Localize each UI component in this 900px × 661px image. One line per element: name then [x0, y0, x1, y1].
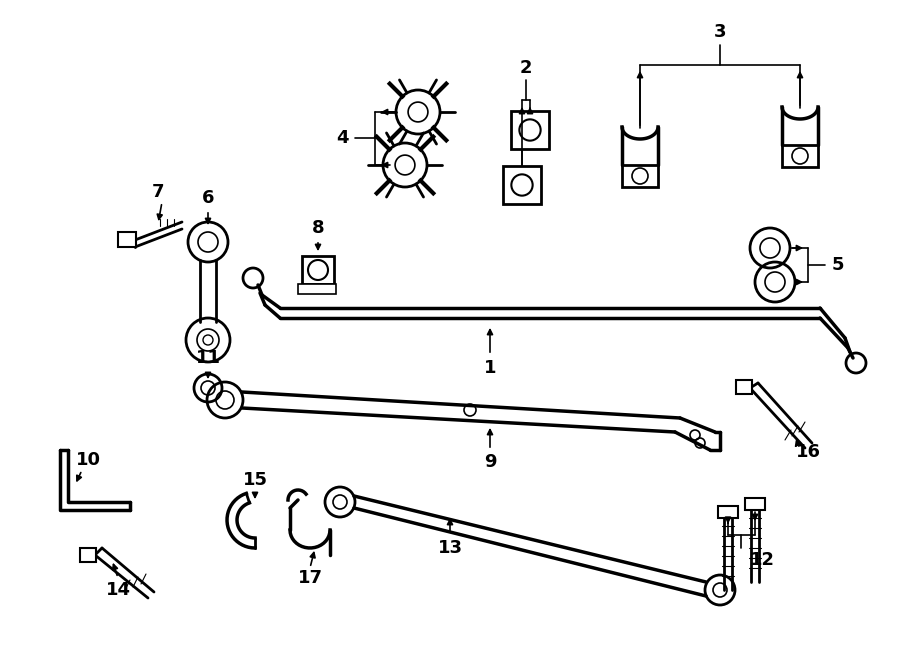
Bar — [782, 145, 818, 167]
Bar — [298, 284, 336, 294]
Bar — [302, 256, 334, 284]
Text: 12: 12 — [750, 551, 775, 569]
Text: 15: 15 — [242, 471, 267, 489]
Text: 5: 5 — [832, 256, 844, 274]
Text: 16: 16 — [796, 443, 821, 461]
Bar — [503, 166, 541, 204]
Bar — [80, 548, 96, 562]
Bar — [118, 232, 136, 247]
Bar — [745, 498, 765, 510]
Text: 8: 8 — [311, 219, 324, 237]
Bar — [718, 506, 738, 518]
Text: 6: 6 — [202, 189, 214, 207]
Text: 4: 4 — [336, 129, 348, 147]
Bar — [511, 111, 549, 149]
Bar — [736, 380, 752, 394]
Text: 17: 17 — [298, 569, 322, 587]
Text: 9: 9 — [484, 453, 496, 471]
Text: 3: 3 — [714, 23, 726, 41]
Text: 7: 7 — [152, 183, 164, 201]
Text: 13: 13 — [437, 539, 463, 557]
Bar — [622, 165, 658, 187]
Text: 2: 2 — [520, 59, 532, 77]
Text: 14: 14 — [105, 581, 130, 599]
Text: 1: 1 — [484, 359, 496, 377]
Text: 11: 11 — [195, 349, 220, 367]
Text: 10: 10 — [76, 451, 101, 469]
